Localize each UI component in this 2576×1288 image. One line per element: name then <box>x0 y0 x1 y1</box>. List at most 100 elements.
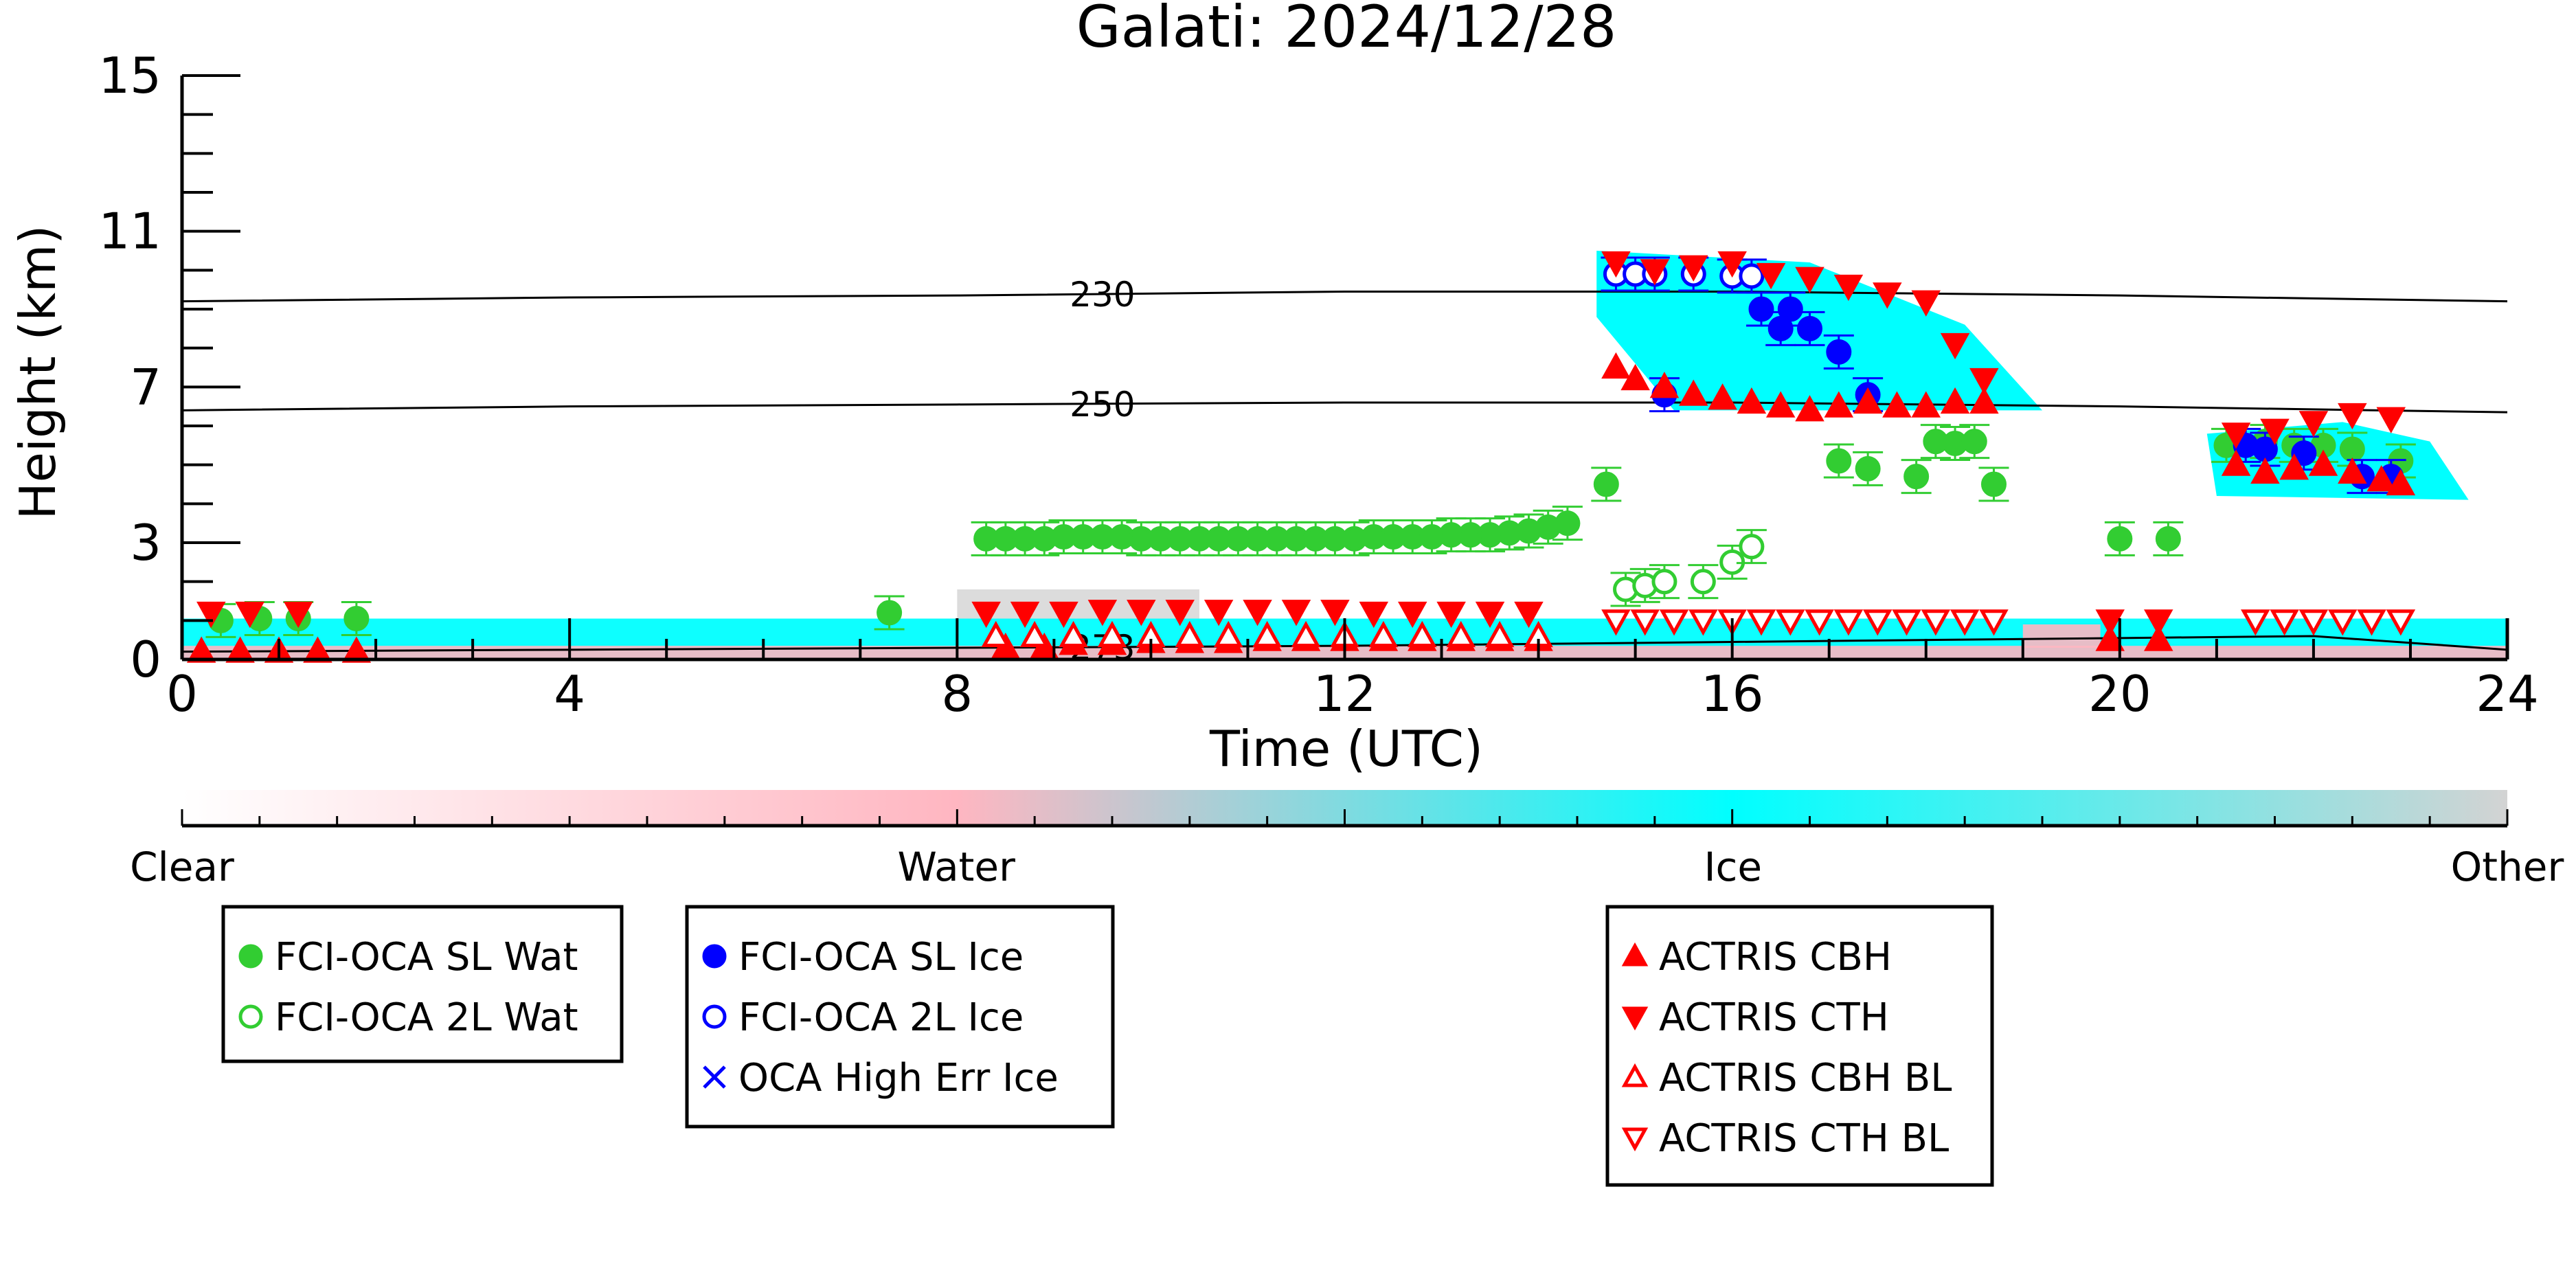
data-point <box>2270 609 2299 636</box>
data-point <box>1620 363 1650 391</box>
data-point <box>1824 391 1854 418</box>
data-point <box>1397 601 1427 629</box>
series-fci-oca-2l-wat <box>1610 529 1767 607</box>
data-point <box>2221 422 2251 449</box>
data-point <box>2357 609 2386 636</box>
legend-frame <box>685 905 1115 1129</box>
x-tick-label: 16 <box>1701 665 1764 723</box>
x-tick-label: 4 <box>554 665 585 723</box>
legend-box: ACTRIS CBH ACTRIS CTH ACTRIS CBH BL ACTRIS … <box>1605 905 1994 1187</box>
data-point <box>1368 620 1399 648</box>
series-actris-cth-bl <box>1601 609 2416 636</box>
x-tick-label: 8 <box>941 665 973 723</box>
data-point <box>1097 620 1127 648</box>
data-point <box>1776 609 1805 636</box>
data-point <box>1320 600 1350 626</box>
axes: 0 3 7 11 15 0 4 8 12 16 20 24 <box>98 47 2538 723</box>
data-point <box>2279 453 2309 480</box>
legend-frame <box>1605 905 1994 1187</box>
data-point <box>1833 609 1864 636</box>
bg-water-patch <box>2022 624 2101 648</box>
temperature-contours: 230250273 <box>181 275 2508 668</box>
legend-marker <box>1621 1006 1649 1031</box>
data-point <box>1795 267 1824 293</box>
data-point <box>343 606 370 631</box>
data-point <box>1243 600 1272 626</box>
legend-label: FCI-OCA 2L Ice <box>738 995 1024 1040</box>
data-point <box>1940 387 1970 414</box>
legend-marker <box>702 944 727 969</box>
x-tick-label: 0 <box>166 665 198 723</box>
data-point <box>1969 387 1999 414</box>
data-point <box>2144 624 2173 651</box>
data-point <box>2252 436 2278 462</box>
classification-background <box>182 251 2507 659</box>
legend-label: FCI-OCA SL Ice <box>738 935 1024 980</box>
y-axis-label: Height (km) <box>9 225 67 520</box>
data-point <box>2298 411 2329 438</box>
data-point <box>1940 332 1970 360</box>
data-point <box>1737 387 1767 414</box>
data-point <box>1833 274 1864 302</box>
data-point <box>2327 609 2358 636</box>
data-point <box>1853 387 1883 414</box>
data-point <box>1601 352 1631 379</box>
data-point <box>196 601 226 629</box>
data-point <box>1291 620 1321 648</box>
data-point <box>1748 296 1774 322</box>
legend-marker <box>238 1004 263 1029</box>
data-point <box>1805 609 1834 636</box>
data-point <box>1708 383 1737 410</box>
data-point <box>1717 251 1747 278</box>
legend-marker <box>238 944 263 969</box>
data-point <box>1903 464 1930 490</box>
data-point <box>2298 609 2329 636</box>
data-point <box>1795 395 1824 422</box>
data-point <box>981 620 1010 648</box>
data-point <box>1601 251 1631 278</box>
data-point <box>2291 440 2317 466</box>
data-point <box>1010 601 1040 629</box>
colorbar-label: Ice <box>1704 844 1762 890</box>
data-point <box>1873 282 1902 309</box>
data-point <box>1359 601 1389 629</box>
series-actris-cth <box>196 251 2406 636</box>
data-point <box>2376 407 2406 433</box>
x-tick-label: 24 <box>2476 665 2539 723</box>
contour-line <box>181 401 2508 414</box>
legend-marker <box>1621 1063 1649 1087</box>
legend-marker <box>1621 1127 1649 1152</box>
data-point <box>1165 600 1195 626</box>
data-point <box>1514 601 1544 629</box>
legend-marker <box>702 1004 727 1029</box>
data-point <box>1679 379 1708 406</box>
y-tick-label: 0 <box>130 631 161 688</box>
series-fci-oca-sl-wat <box>205 424 2416 638</box>
data-point <box>1408 620 1437 648</box>
data-point <box>1214 620 1243 648</box>
data-point <box>1826 448 1852 474</box>
legend-label: FCI-OCA SL Wat <box>275 935 578 980</box>
data-point <box>1446 620 1476 648</box>
data-point <box>2338 403 2367 430</box>
legend-label: ACTRIS CTH BL <box>1659 1116 1949 1161</box>
y-tick-label: 3 <box>130 514 161 572</box>
legend-box: FCI-OCA SL Ice FCI-OCA 2L Ice OCA High Err… <box>685 905 1115 1129</box>
data-point <box>2221 449 2251 476</box>
data-point <box>1756 262 1786 290</box>
data-point <box>1765 391 1796 418</box>
data-point <box>1555 510 1581 536</box>
colorbar-label: Clear <box>130 844 234 890</box>
data-point <box>971 601 1001 629</box>
data-point <box>2095 609 2125 636</box>
data-point <box>1087 600 1118 626</box>
legend-label: OCA High Err Ice <box>738 1056 1059 1100</box>
legend-label: ACTRIS CBH BL <box>1659 1056 1952 1100</box>
data-point <box>2095 624 2125 651</box>
data-point <box>1127 600 1156 626</box>
x-tick-label: 20 <box>2088 665 2151 723</box>
legend-frame <box>221 905 624 1063</box>
data-point <box>1688 609 1718 636</box>
y-tick-label: 15 <box>98 47 161 104</box>
